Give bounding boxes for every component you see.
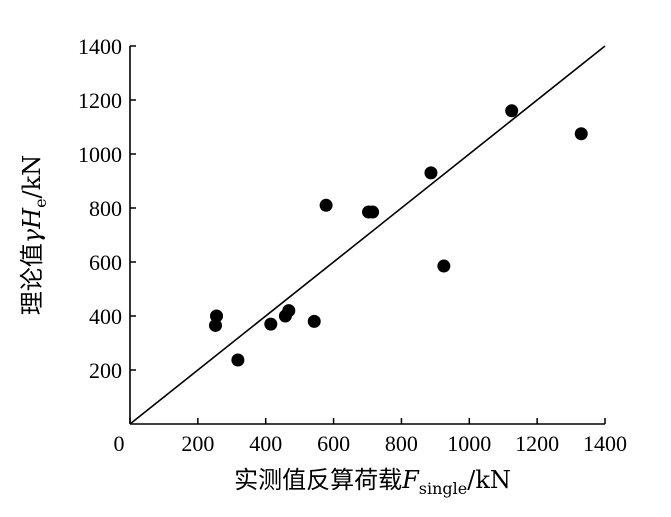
y-axis-label-subscript: e [31, 198, 50, 207]
data-point [366, 205, 380, 219]
data-point [574, 127, 588, 141]
data-point [319, 198, 333, 212]
reference-line [129, 45, 606, 425]
data-point [231, 353, 245, 367]
y-tick-label: 800 [89, 196, 122, 221]
y-tick-label: 1400 [78, 34, 122, 59]
data-point [424, 166, 438, 180]
data-point [437, 259, 451, 273]
y-tick-label: 200 [89, 358, 122, 383]
y-axis-label: 理论值γHe/kN [18, 155, 50, 315]
x-tick-label: 800 [385, 431, 418, 456]
y-tick-label: 1000 [78, 142, 122, 167]
x-axis-label-prefix: 实测值反算荷载 [234, 466, 402, 494]
y-tick-label: 1200 [78, 88, 122, 113]
data-point [307, 314, 321, 328]
x-axis-label: 实测值反算荷载Fsingle/kN [234, 466, 511, 498]
y-axis-label-unit: /kN [18, 155, 46, 199]
x-tick-label: 1000 [447, 431, 491, 456]
x-axis-label-unit: /kN [467, 466, 511, 494]
x-tick-label: 200 [181, 431, 214, 456]
data-point [209, 318, 222, 332]
y-tick-label: 400 [89, 304, 122, 329]
x-tick-label: 600 [317, 431, 350, 456]
data-point [264, 317, 278, 331]
data-points [209, 104, 588, 367]
y-axis-ticks: 200 400 600 800 1000 1200 1400 [78, 34, 136, 383]
x-tick-label: 0 [114, 431, 125, 456]
y-axis-label-symbol: γH [18, 207, 46, 243]
data-point [282, 304, 296, 318]
x-axis-label-symbol: F [401, 466, 420, 494]
y-tick-label: 600 [89, 250, 122, 275]
data-point [505, 104, 519, 118]
x-tick-label: 400 [249, 431, 282, 456]
x-tick-label: 1200 [515, 431, 559, 456]
x-axis-ticks: 0 200 400 600 800 1000 1200 1400 [114, 418, 627, 456]
y-axis-label-prefix: 理论值 [18, 243, 46, 315]
x-tick-label: 1400 [583, 431, 627, 456]
data-point [210, 309, 224, 323]
x-axis-label-subscript: single [419, 479, 467, 498]
